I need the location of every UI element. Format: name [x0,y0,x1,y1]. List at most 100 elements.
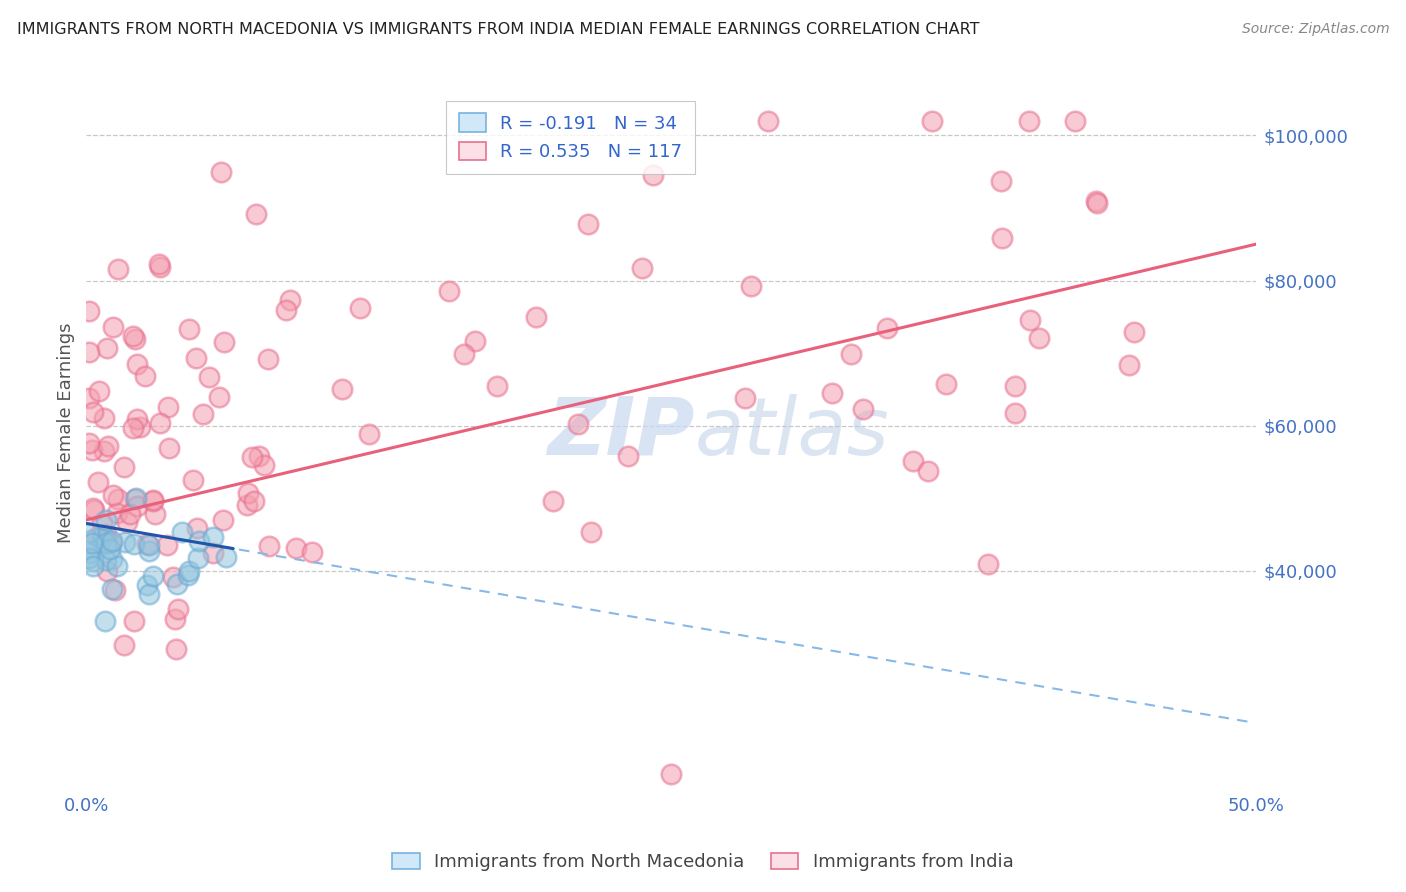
Point [125,491,148,505]
Point [917,464,939,478]
Point [80,442,103,457]
Legend: R = -0.191   N = 34, R = 0.535   N = 117: R = -0.191 N = 34, R = 0.535 N = 117 [446,101,695,174]
Point [83,502,105,516]
Point [1085,194,1108,208]
Point [122,614,145,628]
Text: ZIP: ZIP [547,394,695,472]
Point [79,546,101,560]
Point [990,174,1012,188]
Point [236,486,259,500]
Point [96,341,118,355]
Point [921,114,943,128]
Point [136,537,159,551]
Point [257,351,280,366]
Point [167,601,190,615]
Point [839,347,862,361]
Point [235,498,257,512]
Point [247,449,270,463]
Point [1028,331,1050,345]
Point [149,417,172,431]
Point [1018,312,1040,326]
Point [179,564,201,578]
Point [486,379,509,393]
Point [215,550,238,565]
Point [541,493,564,508]
Point [82,558,104,573]
Point [240,450,263,464]
Point [1085,196,1108,211]
Point [100,536,122,550]
Point [278,293,301,307]
Point [285,541,308,555]
Point [142,568,165,582]
Point [82,500,104,515]
Point [90,516,112,531]
Point [201,545,224,559]
Point [453,346,475,360]
Legend: Immigrants from North Macedonia, Immigrants from India: Immigrants from North Macedonia, Immigra… [385,846,1021,879]
Point [128,420,150,434]
Point [631,260,654,275]
Point [576,217,599,231]
Point [86,530,108,544]
Point [1118,358,1140,372]
Point [252,458,274,472]
Point [876,321,898,335]
Point [138,537,160,551]
Point [991,230,1014,244]
Point [211,513,233,527]
Point [127,499,149,513]
Point [977,557,1000,571]
Point [112,638,135,652]
Point [617,449,640,463]
Point [756,114,779,128]
Point [166,576,188,591]
Point [212,334,235,349]
Point [198,370,221,384]
Text: atlas: atlas [695,394,889,472]
Point [165,642,187,657]
Point [96,564,118,578]
Point [101,534,124,549]
Point [136,578,159,592]
Text: IMMIGRANTS FROM NORTH MACEDONIA VS IMMIGRANTS FROM INDIA MEDIAN FEMALE EARNINGS : IMMIGRANTS FROM NORTH MACEDONIA VS IMMIG… [17,22,980,37]
Point [142,494,165,508]
Point [464,334,486,348]
Point [359,426,381,441]
Point [138,544,160,558]
Point [162,570,184,584]
Point [107,491,129,506]
Point [209,165,232,179]
Point [104,582,127,597]
Point [157,400,180,414]
Point [184,351,207,366]
Point [259,539,281,553]
Point [202,530,225,544]
Point [77,435,100,450]
Point [124,491,146,506]
Point [94,513,117,527]
Point [94,553,117,567]
Point [98,541,121,556]
Point [117,515,139,529]
Point [107,262,129,277]
Point [187,550,209,565]
Point [332,382,354,396]
Point [1004,406,1026,420]
Point [852,401,875,416]
Point [87,475,110,490]
Point [79,533,101,547]
Point [901,453,924,467]
Point [524,310,547,324]
Point [82,535,104,549]
Point [208,390,231,404]
Point [177,322,200,336]
Point [101,319,124,334]
Point [301,545,323,559]
Point [79,304,101,318]
Point [149,260,172,275]
Point [820,386,842,401]
Point [93,410,115,425]
Point [437,285,460,299]
Point [91,527,114,541]
